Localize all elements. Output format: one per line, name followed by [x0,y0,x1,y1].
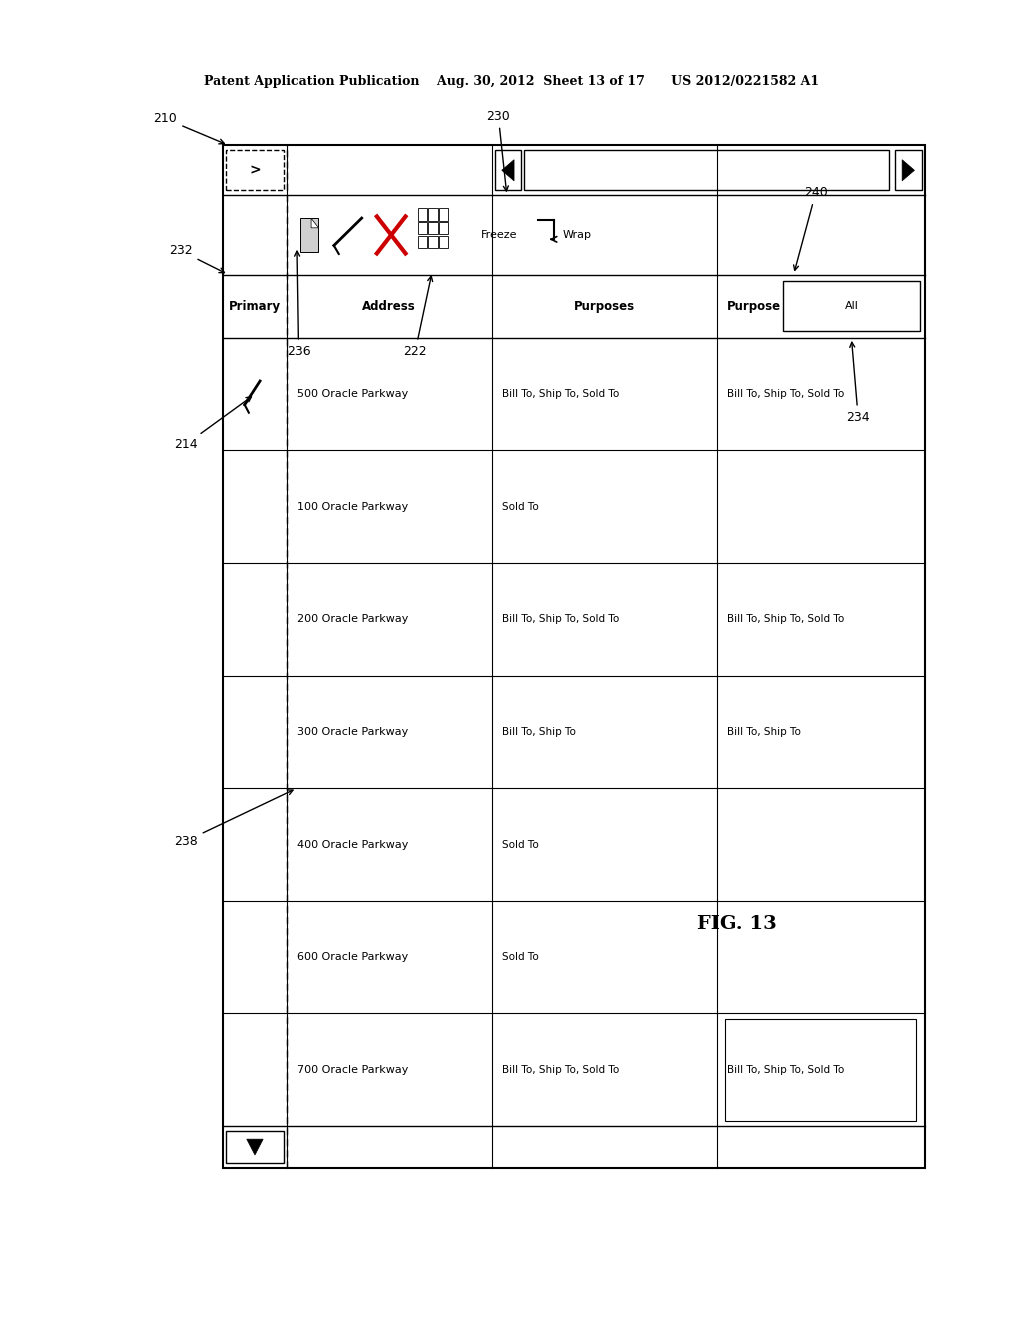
Bar [223,145,925,1168]
Text: All: All [845,301,858,312]
Text: FIG. 13: FIG. 13 [697,915,777,933]
Text: 214: 214 [174,397,252,451]
Text: 238: 238 [174,789,293,847]
Text: Wrap: Wrap [562,230,592,240]
Bar [725,1019,916,1121]
Bar [418,235,427,248]
Text: Bill To, Ship To, Sold To: Bill To, Ship To, Sold To [727,614,845,624]
Bar [418,222,427,235]
Text: Patent Application Publication    Aug. 30, 2012  Sheet 13 of 17      US 2012/022: Patent Application Publication Aug. 30, … [205,75,819,88]
Polygon shape [311,218,318,228]
Polygon shape [247,1139,263,1155]
Bar [895,150,922,190]
Bar [428,209,438,220]
Text: Sold To: Sold To [502,502,539,512]
Text: 234: 234 [847,342,870,424]
Text: Bill To, Ship To: Bill To, Ship To [727,727,801,737]
Text: Primary: Primary [229,300,281,313]
Bar [428,222,438,235]
Text: 210: 210 [154,112,224,144]
Text: 230: 230 [486,110,510,191]
Text: 232: 232 [169,244,224,273]
Text: 200 Oracle Parkway: 200 Oracle Parkway [297,614,409,624]
Text: >: > [249,164,261,177]
Text: Bill To, Ship To, Sold To: Bill To, Ship To, Sold To [727,1065,845,1074]
Text: 400 Oracle Parkway: 400 Oracle Parkway [297,840,409,850]
Bar [495,150,521,190]
Bar [300,218,318,252]
Text: 600 Oracle Parkway: 600 Oracle Parkway [297,952,409,962]
Text: Bill To, Ship To: Bill To, Ship To [502,727,575,737]
Text: 100 Oracle Parkway: 100 Oracle Parkway [297,502,409,512]
Text: Purpose: Purpose [727,300,781,313]
Bar [439,222,449,235]
Bar [439,235,449,248]
Polygon shape [502,160,514,181]
Bar [783,281,920,331]
Text: Purposes: Purposes [573,300,635,313]
Text: Address: Address [362,300,416,313]
Text: Sold To: Sold To [502,840,539,850]
Bar [524,150,889,190]
Text: 700 Oracle Parkway: 700 Oracle Parkway [297,1065,409,1074]
Text: Sold To: Sold To [502,952,539,962]
Text: Bill To, Ship To, Sold To: Bill To, Ship To, Sold To [727,389,845,399]
Text: Bill To, Ship To, Sold To: Bill To, Ship To, Sold To [502,614,620,624]
Text: 500 Oracle Parkway: 500 Oracle Parkway [297,389,409,399]
Text: Freeze: Freeze [481,230,518,240]
Text: 240: 240 [794,186,827,271]
Bar [428,235,438,248]
Text: 236: 236 [287,251,310,358]
Polygon shape [902,160,914,181]
Bar [418,209,427,220]
Text: 222: 222 [403,276,432,358]
Bar [226,150,284,190]
Text: Bill To, Ship To, Sold To: Bill To, Ship To, Sold To [502,1065,620,1074]
Text: 300 Oracle Parkway: 300 Oracle Parkway [297,727,409,737]
Bar [439,209,449,220]
Text: Bill To, Ship To, Sold To: Bill To, Ship To, Sold To [502,389,620,399]
Bar [226,1131,284,1163]
